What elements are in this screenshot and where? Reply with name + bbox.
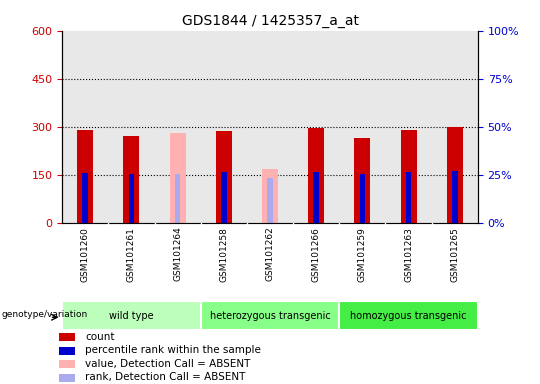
- Text: GSM101264: GSM101264: [173, 227, 182, 281]
- Bar: [308, 128, 325, 223]
- Bar: [123, 136, 139, 223]
- Bar: [313, 172, 319, 223]
- Text: count: count: [85, 332, 114, 342]
- Bar: [452, 171, 457, 223]
- Bar: [262, 169, 278, 223]
- Bar: [360, 174, 365, 223]
- Bar: [59, 374, 76, 382]
- Bar: [175, 174, 180, 223]
- Text: heterozygous transgenic: heterozygous transgenic: [210, 311, 330, 321]
- Text: GSM101266: GSM101266: [312, 227, 321, 281]
- Bar: [59, 360, 76, 368]
- Text: GSM101260: GSM101260: [80, 227, 90, 281]
- Bar: [406, 172, 411, 223]
- Bar: [201, 301, 339, 330]
- Bar: [221, 172, 227, 223]
- Text: GSM101261: GSM101261: [127, 227, 136, 281]
- Text: GSM101262: GSM101262: [266, 227, 274, 281]
- Bar: [129, 174, 134, 223]
- Bar: [447, 127, 463, 223]
- Bar: [170, 133, 186, 223]
- Title: GDS1844 / 1425357_a_at: GDS1844 / 1425357_a_at: [181, 14, 359, 28]
- Text: GSM101265: GSM101265: [450, 227, 460, 281]
- Bar: [59, 333, 76, 341]
- Text: homozygous transgenic: homozygous transgenic: [350, 311, 467, 321]
- Bar: [83, 173, 88, 223]
- Text: value, Detection Call = ABSENT: value, Detection Call = ABSENT: [85, 359, 250, 369]
- Bar: [62, 301, 201, 330]
- Bar: [77, 130, 93, 223]
- Bar: [59, 347, 76, 355]
- Text: GSM101259: GSM101259: [358, 227, 367, 281]
- Text: GSM101258: GSM101258: [219, 227, 228, 281]
- Text: GSM101263: GSM101263: [404, 227, 413, 281]
- Bar: [354, 138, 370, 223]
- Bar: [267, 178, 273, 223]
- Text: rank, Detection Call = ABSENT: rank, Detection Call = ABSENT: [85, 372, 245, 382]
- Bar: [339, 301, 478, 330]
- Bar: [401, 130, 417, 223]
- Text: wild type: wild type: [109, 311, 154, 321]
- Bar: [215, 131, 232, 223]
- Text: genotype/variation: genotype/variation: [1, 310, 87, 319]
- Text: percentile rank within the sample: percentile rank within the sample: [85, 345, 261, 356]
